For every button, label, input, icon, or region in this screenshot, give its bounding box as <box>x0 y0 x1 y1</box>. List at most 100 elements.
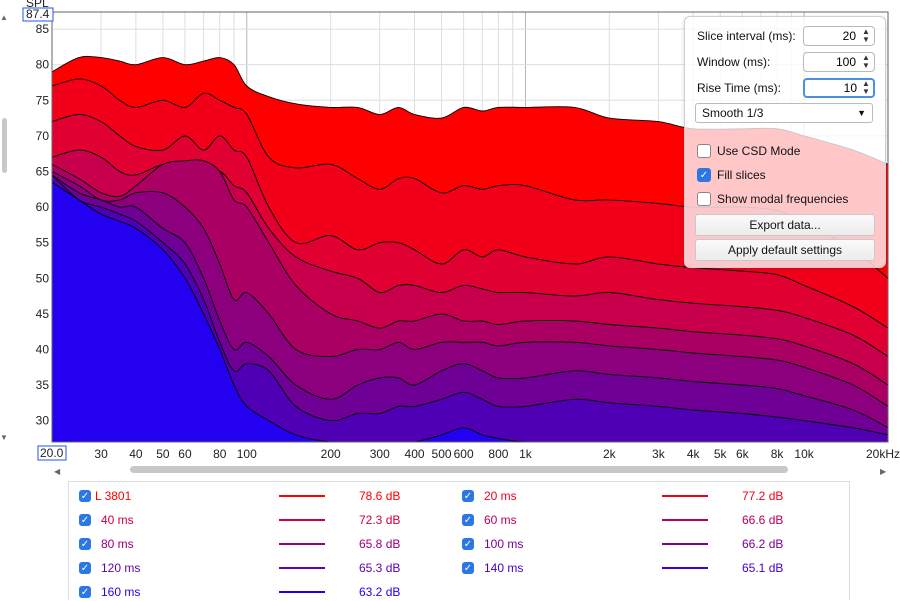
scroll-down-icon[interactable]: ▼ <box>0 433 8 442</box>
y-tick-label: 45 <box>36 307 50 321</box>
checkbox-icon[interactable] <box>697 192 711 206</box>
y-tick-label: 55 <box>36 236 50 250</box>
rise-time-row: Rise Time (ms): ▲▼ <box>697 77 875 99</box>
legend-series-name: 60 ms <box>484 513 517 527</box>
scroll-left-icon[interactable]: ◀ <box>54 467 61 476</box>
check-icon[interactable]: ✓ <box>462 562 474 574</box>
scroll-right-icon[interactable]: ▶ <box>880 467 887 476</box>
legend-item[interactable]: ✓ 80 ms <box>79 535 134 553</box>
legend-swatch <box>662 519 708 521</box>
legend-series-name: 80 ms <box>101 537 134 551</box>
apply-default-settings-button[interactable]: Apply default settings <box>695 239 875 261</box>
legend-swatch <box>279 543 325 545</box>
x-start-value[interactable]: 20.0 <box>40 446 64 460</box>
legend-series-name: 140 ms <box>484 561 524 575</box>
chevron-down-icon[interactable]: ▼ <box>857 108 866 118</box>
legend-series-name: 40 ms <box>101 513 134 527</box>
y-tick-label: 65 <box>36 164 50 178</box>
legend-item[interactable]: ✓ L 3801 <box>79 487 131 505</box>
x-tick-label: 3k <box>652 447 666 461</box>
legend-swatch <box>279 567 325 569</box>
legend-series-name: 20 ms <box>484 489 517 503</box>
checkbox-icon[interactable] <box>697 144 711 158</box>
legend-value: 65.1 dB <box>742 561 784 575</box>
check-icon[interactable]: ✓ <box>79 538 91 550</box>
legend-item[interactable]: ✓ 100 ms <box>462 535 523 553</box>
x-tick-label: 20kHz <box>866 447 900 461</box>
x-tick-label: 100 <box>237 447 257 461</box>
legend-value: 77.2 dB <box>742 489 784 503</box>
scroll-up-icon[interactable]: ▲ <box>0 13 8 22</box>
y-axis-label: SPL <box>26 0 49 10</box>
check-icon[interactable]: ✓ <box>79 586 91 598</box>
rise-time-label: Rise Time (ms): <box>697 81 781 95</box>
slice-interval-input[interactable] <box>804 29 858 43</box>
legend-series-name: L 3801 <box>95 489 132 503</box>
legend-item[interactable]: ✓ 60 ms <box>462 511 517 529</box>
legend-series-name: 120 ms <box>101 561 141 575</box>
y-tick-label: 40 <box>36 342 50 356</box>
check-icon[interactable]: ✓ <box>79 490 91 502</box>
legend-value: 65.3 dB <box>359 561 401 575</box>
legend-item[interactable]: ✓ 20 ms <box>462 487 517 505</box>
x-tick-label: 50 <box>156 447 170 461</box>
y-tick-label: 50 <box>36 271 50 285</box>
spin-arrows-icon[interactable]: ▲ ▼ <box>862 79 870 96</box>
window-spinner[interactable]: ▲▼ <box>803 52 875 72</box>
x-tick-label: 200 <box>321 447 341 461</box>
export-data-button[interactable]: Export data... <box>695 214 875 236</box>
slice-interval-spinner[interactable]: ▲▼ <box>803 26 875 46</box>
x-tick-label: 500 <box>432 447 452 461</box>
modal-frequencies-checkbox[interactable]: Show modal frequencies <box>697 190 848 208</box>
rise-time-spinner[interactable]: ▲▼ <box>803 78 875 98</box>
legend-item[interactable]: ✓ 40 ms <box>79 511 134 529</box>
horizontal-scroll-thumb[interactable] <box>130 466 788 473</box>
plot-frame <box>51 11 889 443</box>
csd-mode-label: Use CSD Mode <box>717 144 801 158</box>
check-icon[interactable]: ✓ <box>462 490 474 502</box>
vertical-scrollbar[interactable] <box>0 18 8 438</box>
smoothing-value: Smooth 1/3 <box>702 106 764 120</box>
legend-value: 65.8 dB <box>359 537 401 551</box>
legend-swatch <box>662 567 708 569</box>
y-tick-label: 30 <box>36 414 50 428</box>
vertical-scroll-thumb[interactable] <box>2 118 7 173</box>
x-tick-label: 1k <box>519 447 533 461</box>
window-label: Window (ms): <box>697 55 771 69</box>
check-icon[interactable]: ✓ <box>462 514 474 526</box>
slice-interval-row: Slice interval (ms): ▲▼ <box>697 25 875 47</box>
y-tick-label: 75 <box>36 93 50 107</box>
fill-slices-checkbox[interactable]: ✓ Fill slices <box>697 166 766 184</box>
x-tick-label: 10k <box>794 447 814 461</box>
y-top-value[interactable]: 87.4 <box>26 7 50 21</box>
legend-value: 66.6 dB <box>742 513 784 527</box>
y-tick-label: 80 <box>36 58 50 72</box>
legend-swatch <box>662 495 708 497</box>
check-icon[interactable]: ✓ <box>79 514 91 526</box>
legend-item[interactable]: ✓ 120 ms <box>79 559 140 577</box>
x-tick-label: 40 <box>129 447 143 461</box>
window-input[interactable] <box>804 55 858 69</box>
legend-item[interactable]: ✓ 160 ms <box>79 583 140 601</box>
legend-value: 63.2 dB <box>359 585 401 599</box>
check-icon[interactable]: ✓ <box>79 562 91 574</box>
x-tick-label: 5k <box>714 447 728 461</box>
check-icon[interactable]: ✓ <box>697 168 711 182</box>
horizontal-scrollbar[interactable] <box>50 462 888 474</box>
legend-item[interactable]: ✓ 140 ms <box>462 559 523 577</box>
rise-time-input[interactable] <box>805 81 859 95</box>
x-tick-label: 300 <box>370 447 390 461</box>
spin-arrows-icon[interactable]: ▲ ▼ <box>862 53 870 70</box>
y-tick-label: 60 <box>36 200 50 214</box>
x-start-box[interactable] <box>37 445 67 461</box>
smoothing-select[interactable]: Smooth 1/3 ▼ <box>695 103 873 123</box>
csd-mode-checkbox[interactable]: Use CSD Mode <box>697 142 800 160</box>
slice-area-160-ms <box>52 181 888 442</box>
spin-arrows-icon[interactable]: ▲ ▼ <box>862 27 870 44</box>
x-tick-label: 4k <box>687 447 701 461</box>
check-icon[interactable]: ✓ <box>462 538 474 550</box>
legend-swatch <box>279 591 325 593</box>
y-top-box[interactable] <box>22 7 54 22</box>
fill-slices-label: Fill slices <box>717 168 766 182</box>
x-tick-label: 800 <box>488 447 508 461</box>
